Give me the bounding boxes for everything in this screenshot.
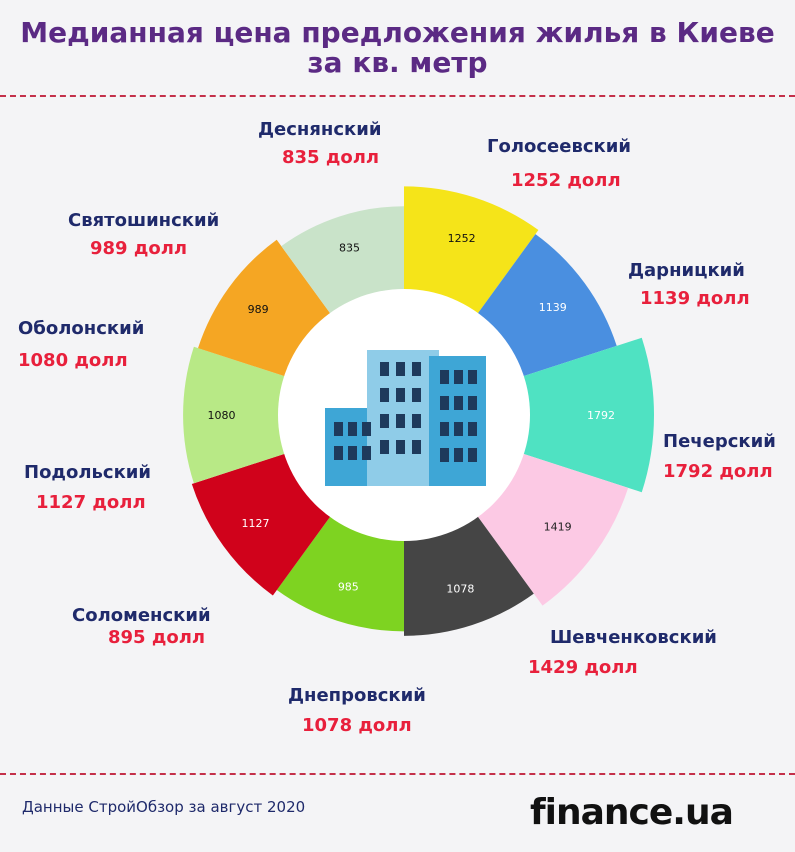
district-price: 1139 долл bbox=[640, 288, 750, 309]
finance-ua-logo[interactable]: finance.ua bbox=[530, 792, 734, 833]
district-price: 1080 долл bbox=[18, 350, 128, 371]
slice-value-label: 1792 bbox=[587, 409, 615, 422]
district-name: Деснянский bbox=[258, 119, 382, 140]
slice-5 bbox=[404, 512, 534, 636]
district-name: Оболонский bbox=[18, 318, 145, 339]
district-name: Подольский bbox=[24, 462, 152, 483]
label-dneprovsky: Днепровский 1078 долл bbox=[288, 685, 426, 737]
district-price: 895 долл bbox=[108, 627, 206, 648]
slice-8 bbox=[183, 346, 290, 484]
district-price: 1078 долл bbox=[302, 715, 412, 736]
label-shevchenkovsky: Шевченковский 1429 долл bbox=[528, 627, 717, 679]
district-name: Голосеевский bbox=[487, 136, 631, 157]
slice-7 bbox=[191, 452, 334, 596]
building-icon bbox=[325, 350, 486, 486]
slice-value-label: 1080 bbox=[208, 409, 236, 422]
slice-9 bbox=[198, 239, 334, 378]
slice-value-label: 985 bbox=[338, 580, 359, 593]
district-name: Дарницкий bbox=[628, 260, 745, 281]
slice-1 bbox=[404, 186, 539, 318]
slice-6 bbox=[276, 512, 404, 632]
slice-value-label: 1139 bbox=[539, 301, 567, 314]
district-name: Днепровский bbox=[288, 685, 426, 706]
slice-value-label: 1078 bbox=[446, 582, 474, 595]
title-line-2: за кв. метр bbox=[307, 46, 488, 79]
slice-value-label: 989 bbox=[248, 303, 269, 316]
slice-value-label: 1252 bbox=[448, 232, 476, 245]
label-darnitsky: Дарницкий 1139 долл bbox=[628, 260, 750, 310]
bottom-divider bbox=[0, 773, 795, 775]
slice-value-label: 1419 bbox=[544, 521, 572, 534]
source-note: Данные СтройОбзор за август 2020 bbox=[22, 798, 306, 816]
label-obolonsky: Оболонский 1080 долл bbox=[18, 318, 144, 372]
slice-10 bbox=[281, 206, 404, 318]
label-pechersky: Печерский 1792 долл bbox=[663, 431, 776, 483]
slice-3 bbox=[518, 337, 654, 493]
chart-title: Медианная цена предложения жилья в Киеве… bbox=[0, 18, 795, 78]
label-desnyansky: Деснянский 835 долл bbox=[258, 119, 381, 169]
district-name: Святошинский bbox=[68, 210, 220, 231]
label-svyatoshinsky: Святошинский 989 долл bbox=[68, 210, 219, 260]
district-name: Печерский bbox=[663, 431, 776, 452]
district-name: Шевченковский bbox=[550, 627, 717, 648]
district-name: Соломенский bbox=[72, 605, 211, 626]
district-price: 1792 долл bbox=[663, 461, 773, 482]
top-divider bbox=[0, 95, 795, 97]
district-price: 1252 долл bbox=[511, 170, 621, 191]
slice-value-label: 835 bbox=[339, 241, 360, 254]
label-podolsky: Подольский 1127 долл bbox=[24, 462, 151, 514]
district-price: 835 долл bbox=[282, 147, 380, 168]
slice-2 bbox=[474, 234, 617, 378]
slice-value-label: 1127 bbox=[242, 517, 270, 530]
district-price: 1127 долл bbox=[36, 492, 146, 513]
title-line-1: Медианная цена предложения жилья в Киеве bbox=[20, 16, 775, 49]
label-solomensky: Соломенский 895 долл bbox=[72, 605, 211, 649]
slice-4 bbox=[474, 452, 629, 606]
district-price: 989 долл bbox=[90, 238, 188, 259]
label-goloseevsky: Голосеевский 1252 долл bbox=[487, 136, 631, 192]
district-price: 1429 долл bbox=[528, 657, 638, 678]
